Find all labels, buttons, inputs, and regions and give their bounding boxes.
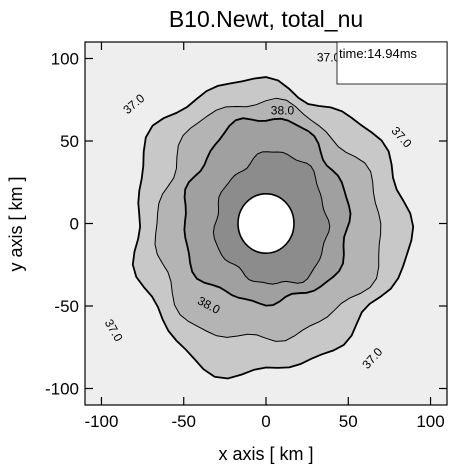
y-tick-label: -50 [54,297,79,316]
time-box-frame [336,41,448,85]
y-tick-label: 50 [60,132,79,151]
central-core [237,193,295,255]
axis-ticks: -100 -50 0 50 100 -100 -50 0 50 100 [45,42,447,431]
time-label: time:14.94ms [339,46,418,61]
x-tick-label: 100 [416,412,444,431]
contour-layer [131,76,415,380]
x-tick-label: -50 [171,412,196,431]
x-tick-label: 0 [261,412,270,431]
y-tick-label: 100 [51,50,79,69]
x-tick-label: 50 [339,412,358,431]
contour-label: 38.0 [271,103,295,117]
y-tick-label: 0 [70,215,79,234]
y-axis-label: y axis [ km ] [6,176,26,271]
x-axis-label: x axis [ km ] [218,444,313,464]
contour-label: 37.0 [317,51,341,65]
chart-title: B10.Newt, total_nu [169,6,363,32]
x-tick-label: -100 [84,412,118,431]
time-box: time:14.94ms [336,41,448,85]
y-tick-label: -100 [45,380,79,399]
